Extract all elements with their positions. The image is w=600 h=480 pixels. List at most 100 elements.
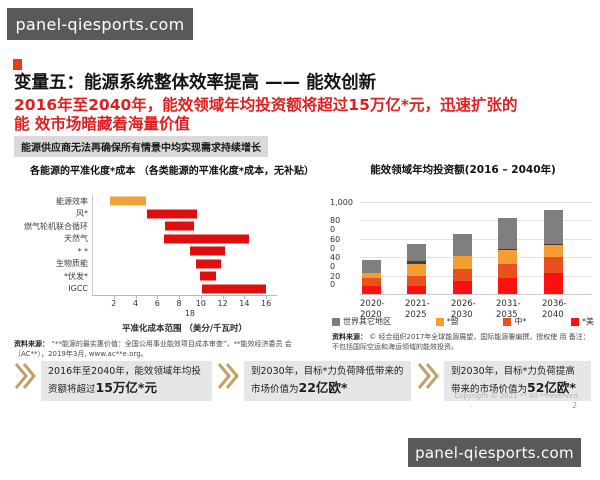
bar-segment (406, 276, 426, 287)
bar-track (92, 282, 278, 295)
bar-track (92, 195, 278, 208)
bar-segment (543, 243, 563, 246)
category-label: * * (77, 246, 88, 256)
range-bar (147, 209, 198, 219)
legend-label: *盟 (446, 317, 459, 326)
category-label: 能源效率 (56, 196, 88, 206)
bar-category-label: 2021- 2025 (405, 299, 430, 320)
bar-track (92, 257, 278, 270)
investment-chart: 能效领域年均投资额(2016 – 2040年) 1,000 80 0 60 0 40 … (330, 162, 596, 378)
callout-value: 52亿欧* (527, 379, 576, 395)
bar-segment (497, 277, 517, 294)
legend-label: 世界其它地区 (343, 317, 391, 326)
cost-range-row: IGCC (14, 282, 278, 295)
right-chart-title: 能效领域年均投资额(2016 – 2040年) (370, 164, 556, 176)
bar-track (92, 232, 278, 245)
bar-segment (406, 244, 426, 262)
category-label: 生物质能 (56, 259, 88, 269)
right-chart-legend: 世界其它地区 *盟 中* *美 (332, 316, 594, 327)
stray-dot: . (470, 400, 473, 409)
range-bar (110, 196, 147, 206)
x-tick-label: 4 (132, 299, 139, 308)
left-chart-plot: 能源效率风* 燃气轮机联合循环天然气 * * 生物质能 *伏发* IGCC (14, 195, 277, 295)
chevron-right-icon (14, 363, 36, 389)
page-number: 2 (572, 401, 578, 410)
bar-segment (543, 257, 563, 273)
left-chart-x-axis: 2 4 6 8 10 12 14 16 18 (92, 295, 277, 326)
callout-value: 22亿欧* (298, 379, 348, 395)
cost-range-row: *伏发* (14, 270, 277, 283)
range-bar (201, 284, 267, 294)
range-bar (163, 234, 249, 244)
x-tick-label: 8 (176, 299, 182, 308)
subtitle-line2: 能 效市场暗藏着海量价值 (14, 115, 190, 133)
range-bar (199, 271, 216, 281)
callout-text: 到2030年，目标*力负荷降低带来的市场价值为 (251, 366, 404, 395)
callout-text: 到2030年，目标*力负荷提高带来的市场价值为 (451, 366, 575, 395)
y-tick-label: 60 0 (330, 234, 341, 253)
gridline (360, 220, 592, 222)
callout-text: 2016年至2040年，能效领域年均投资额将超过 (48, 366, 201, 395)
x-tick (222, 296, 224, 299)
bar-segment (361, 272, 381, 279)
gridline (360, 294, 592, 295)
left-chart-source: 资料来源： “**能源的最实惠价值：全国公用事业能效项目成本审查”，**能效经济… (14, 339, 312, 359)
x-tick (179, 296, 181, 299)
x-tick (200, 296, 202, 299)
bar-segment (452, 234, 472, 256)
y-tick-label: 40 0 (330, 253, 341, 271)
left-chart-title: 各能源的平准化度*成本 （各类能源的平准化度*成本，无补贴） (30, 166, 314, 177)
callout-load-increase: 到2030年，目标*力负荷提高带来的市场价值为52亿欧* (417, 361, 591, 401)
gridline (360, 257, 592, 259)
x-tick-label: 16 (261, 299, 272, 308)
legend-item: *美 (570, 316, 594, 327)
x-tick (113, 296, 115, 299)
gridline (360, 202, 592, 203)
stacked-bar (497, 218, 517, 294)
source-text: “**能源的最实惠价值：全国公用事业能效项目成本审查”，**能效经济委员 会（A… (14, 340, 292, 359)
bar-segment (543, 209, 563, 244)
bar-track (92, 207, 278, 220)
y-tick-label: 80 0 (330, 216, 341, 235)
stacked-bar (361, 259, 381, 294)
cost-range-row: * * (14, 245, 277, 258)
legend-item: 世界其它地区 (332, 316, 391, 327)
callout-load-reduction: 到2030年，目标*力负荷降低带来的市场价值为22亿欧* (217, 361, 411, 401)
cost-range-row: 能源效率 (14, 195, 277, 208)
copyright-text: Copyright © 2021 ** All **reserved. (454, 392, 580, 400)
category-label: 风* (76, 209, 88, 219)
category-label: 燃气轮机联合循环 (24, 221, 88, 231)
levelized-cost-chart: 各能源的平准化度*成本 （各类能源的平准化度*成本，无补贴） 能源效率风* 燃气轮… (14, 162, 320, 359)
legend-swatch (503, 317, 512, 326)
legend-swatch (332, 317, 340, 326)
bar-track (92, 270, 278, 283)
gridline (360, 238, 592, 240)
y-tick-label: 20 0 (330, 271, 341, 290)
bar-track (92, 220, 278, 233)
x-tick-label: 12 (217, 299, 228, 308)
bar-segment (452, 255, 472, 269)
legend-swatch (570, 317, 579, 326)
left-chart-x-axis-label: 平准化成本范围 （美分/千瓦时） (121, 324, 248, 334)
bar-segment (361, 278, 381, 286)
subtitle-line1: 2016年至2040年，能效领域年均投资额将超过15万亿*元，迅速扩张的 (14, 96, 518, 114)
bar-segment (361, 285, 381, 294)
bar-segment (543, 272, 563, 294)
category-label: *伏发* (64, 271, 88, 281)
gridline (360, 275, 592, 277)
note-bar: 能源供应商无法再确保所有情景中均实现需求持续增长 (14, 136, 268, 157)
stacked-bar (452, 234, 472, 294)
legend-swatch (435, 317, 444, 326)
x-tick (157, 296, 159, 299)
cost-range-row: 生物质能 (14, 257, 278, 270)
bar-segment (497, 248, 517, 251)
bar-segment (406, 261, 426, 264)
cost-range-row: 风* (14, 207, 278, 220)
legend-label: 中* (514, 317, 527, 326)
category-label: 天然气 (64, 234, 88, 244)
callout-investment: 2016年至2040年，能效领域年均投资额将超过15万亿*元 (14, 361, 212, 401)
range-bar (196, 259, 222, 269)
bar-category-label: 2020- 2020 (360, 299, 385, 320)
legend-label: *美 (581, 317, 594, 326)
